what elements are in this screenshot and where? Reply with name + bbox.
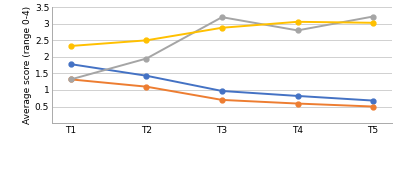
Risk subscale [68, 78, 73, 81]
The clinical HKT-R scale [371, 100, 376, 102]
Risk subscale [220, 99, 224, 101]
Risk subscale [371, 106, 376, 108]
Y-axis label: Average score (range 0-4): Average score (range 0-4) [23, 6, 32, 124]
Protective awareness [220, 16, 224, 18]
Risk subscale [295, 102, 300, 105]
Protective skills [144, 39, 149, 41]
Line: Protective awareness: Protective awareness [68, 14, 376, 82]
The clinical HKT-R scale [295, 95, 300, 97]
Protective skills [220, 27, 224, 29]
Protective awareness [144, 57, 149, 60]
Protective awareness [371, 15, 376, 18]
Risk subscale [144, 86, 149, 88]
Line: The clinical HKT-R scale: The clinical HKT-R scale [68, 62, 376, 103]
Protective awareness [295, 29, 300, 31]
Line: Protective skills: Protective skills [68, 19, 376, 48]
Protective skills [371, 22, 376, 24]
Protective skills [295, 21, 300, 23]
The clinical HKT-R scale [220, 90, 224, 92]
The clinical HKT-R scale [68, 63, 73, 65]
Protective awareness [68, 78, 73, 81]
Line: Risk subscale: Risk subscale [68, 77, 376, 109]
The clinical HKT-R scale [144, 75, 149, 77]
Protective skills [68, 45, 73, 47]
